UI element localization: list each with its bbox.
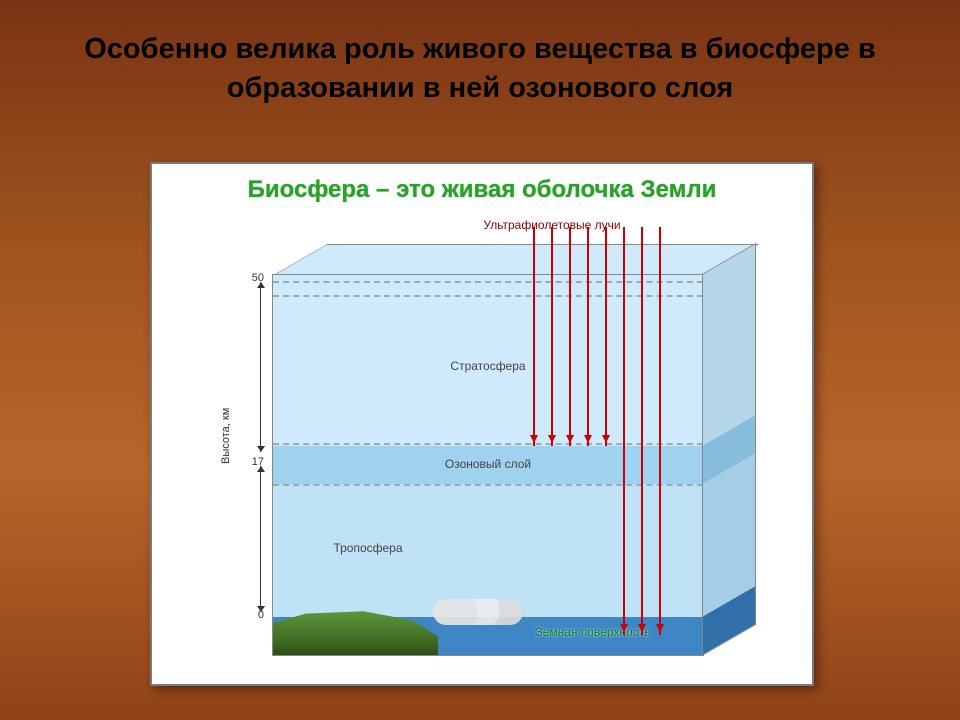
land-shape [273,609,438,655]
stratosphere-top-dash [273,295,703,297]
cuboid-top-face [272,244,759,276]
slide: Особенно велика роль живого вещества в б… [0,0,960,720]
uv-arrow [623,227,625,635]
earth-surface-label: Земная поверхность [533,625,653,639]
cuboid-side-face [702,243,756,656]
troposphere-span [260,466,261,612]
ozone-top-dash [273,443,703,445]
ozone-layer-label: Озоновый слой [423,457,553,471]
diagram-panel: Биосфера – это живая оболочка Земли Ульт… [150,162,814,686]
troposphere-label: Тропосфера [313,541,423,555]
uv-arrow [605,227,607,446]
uv-arrow [533,227,535,446]
ozone-bottom-dash [273,484,703,486]
stratosphere-top-dash [273,281,703,283]
uv-arrow [641,227,643,635]
panel-title: Биосфера – это живая оболочка Земли [152,176,812,204]
uv-arrow [551,227,553,446]
cloud-shape [433,599,523,625]
cuboid-front-face: Стратосфера Озоновый слой Тропосфера Зем… [272,274,704,656]
atmosphere-cuboid: Стратосфера Озоновый слой Тропосфера Зем… [272,244,772,664]
slide-title: Особенно велика роль живого вещества в б… [40,30,920,108]
stratosphere-span [260,282,261,452]
uv-arrow [569,227,571,446]
axis-title: Высота, км [220,408,232,464]
uv-arrow [587,227,589,446]
uv-arrow [659,227,661,635]
